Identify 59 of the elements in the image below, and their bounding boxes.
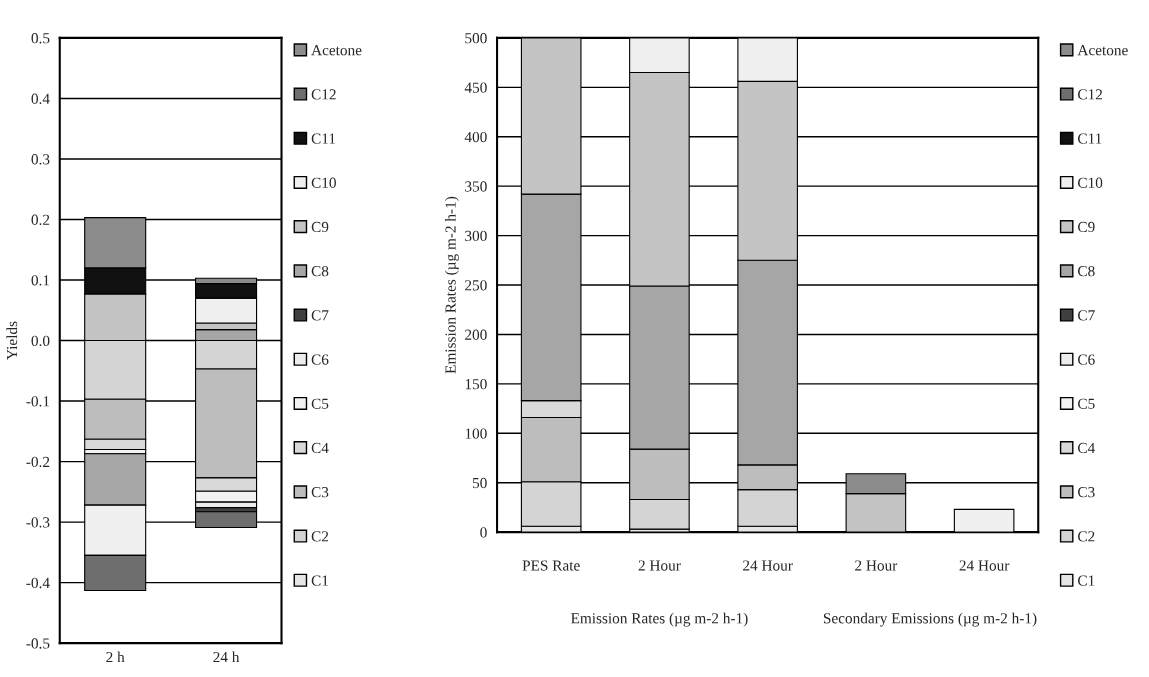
y-tick-label: 250 xyxy=(465,280,487,291)
y-tick-label: 50 xyxy=(472,477,487,489)
text: Secondary Emissions (µg m-2 h-1) xyxy=(823,612,1037,627)
y-tick-label: 300 xyxy=(465,230,487,242)
y-axis-title: Yields xyxy=(6,321,18,360)
legend-label: C7 xyxy=(1078,310,1095,321)
legend-label: C2 xyxy=(311,531,329,542)
legend-label: C3 xyxy=(311,487,329,498)
x-tick-label: 24 Hour xyxy=(743,560,793,571)
legend-label: C12 xyxy=(1078,89,1103,100)
y-tick-label: -0.4 xyxy=(26,577,50,589)
legend-label: Acetone xyxy=(1077,45,1128,56)
legend-label: C4 xyxy=(1078,442,1095,454)
legend-label: C8 xyxy=(311,266,329,277)
y-tick-label: 0.5 xyxy=(31,33,50,44)
y-axis-title: Emission Rates (µg m-2 h-1) xyxy=(444,196,459,374)
legend-label: C2 xyxy=(1078,531,1095,542)
y-tick-label: -0.5 xyxy=(26,638,50,649)
x-tick-label: 2 Hour xyxy=(638,560,681,571)
legend-label: C5 xyxy=(1078,398,1095,409)
legend-label: Acetone xyxy=(311,45,362,56)
legend-label: C6 xyxy=(1078,354,1095,365)
legend-label: C1 xyxy=(311,575,328,586)
x-tick-label: PES Rate xyxy=(522,560,580,571)
legend-label: C9 xyxy=(1078,221,1095,233)
y-tick-label: 500 xyxy=(465,33,487,44)
y-tick-label: 350 xyxy=(465,181,487,192)
legend-label: C12 xyxy=(311,89,336,100)
y-tick-label: 100 xyxy=(465,428,487,439)
y-tick-label: -0.3 xyxy=(26,517,50,528)
y-tick-label: 0.1 xyxy=(31,275,50,286)
y-tick-label: 0 xyxy=(480,527,487,538)
legend-label: C7 xyxy=(311,310,329,321)
y-tick-label: 0.4 xyxy=(31,93,50,104)
legend-label: C3 xyxy=(1078,487,1095,498)
legend-label: C9 xyxy=(311,221,329,233)
legend-label: C8 xyxy=(1078,266,1095,277)
legend-label: C10 xyxy=(311,177,336,188)
x-tick-label: 2 Hour xyxy=(855,560,898,571)
y-tick-label: 450 xyxy=(464,82,487,93)
y-tick-label: -0.2 xyxy=(26,456,50,468)
x-tick-label: 2 h xyxy=(106,651,125,663)
y-tick-label: 0.2 xyxy=(31,214,50,225)
y-tick-label: 0.0 xyxy=(31,335,50,347)
y-tick-label: 200 xyxy=(465,329,487,340)
y-tick-label: 0.3 xyxy=(31,154,50,165)
x-tick-label: 24 h xyxy=(213,651,240,663)
legend-label: C5 xyxy=(311,398,329,409)
x-tick-label: 24 Hour xyxy=(959,560,1010,571)
legend-label: C10 xyxy=(1078,177,1103,188)
legend-label: C11 xyxy=(311,133,336,144)
text: Emission Rates (µg m-2 h-1) xyxy=(571,612,748,627)
y-tick-label: 150 xyxy=(465,379,487,390)
legend-label: C1 xyxy=(1078,575,1095,586)
legend-label: C6 xyxy=(311,354,329,365)
y-tick-label: -0.1 xyxy=(26,396,50,407)
legend-label: C11 xyxy=(1078,133,1102,144)
y-tick-label: 400 xyxy=(464,131,487,143)
legend-label: C4 xyxy=(311,442,329,454)
